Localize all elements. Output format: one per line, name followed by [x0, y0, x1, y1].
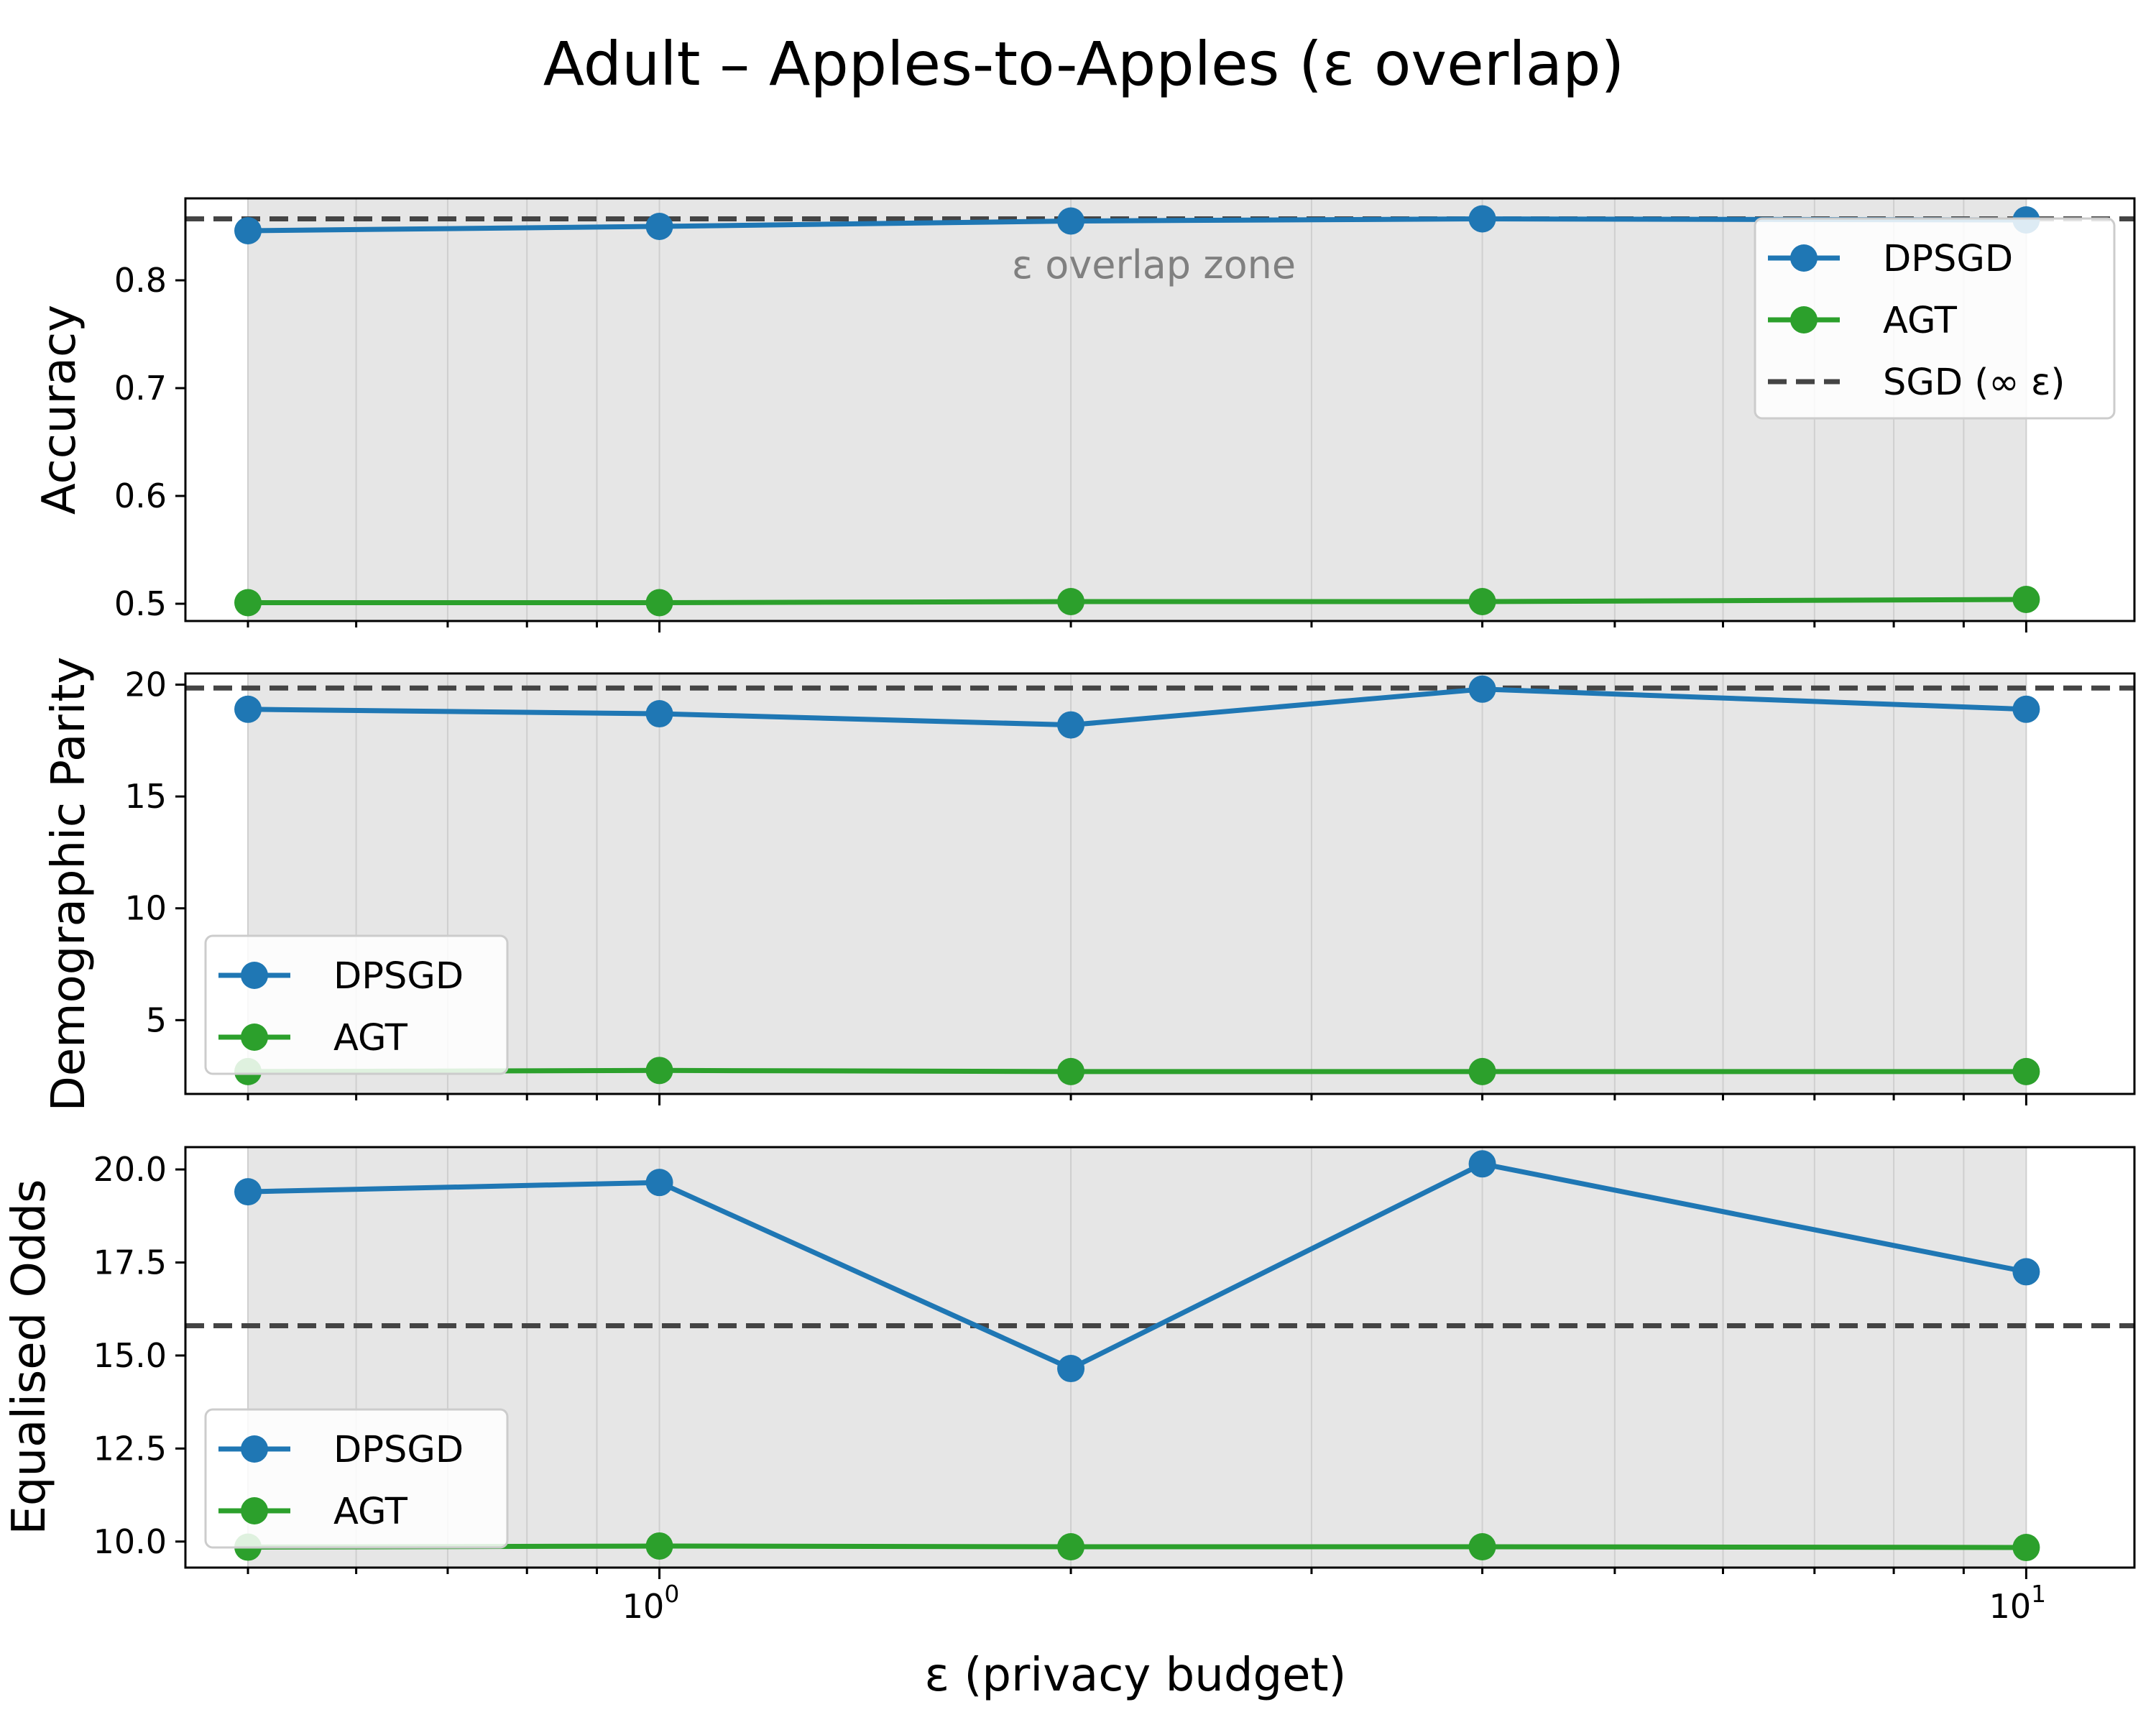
figure-title: Adult – Apples-to-Apples (ε overlap) — [543, 29, 1624, 99]
legend-box — [1754, 217, 2116, 420]
data-point-agt — [1468, 1533, 1496, 1561]
legend: DPSGD AGT SGD (∞ ε) — [1754, 217, 2116, 420]
annotation-overlap-zone: ε overlap zone — [1012, 242, 1296, 288]
axes-frame — [184, 197, 2136, 622]
data-point-agt — [1057, 1533, 1085, 1561]
series-line-agt — [247, 1543, 2027, 1550]
y-tick-label: 0.5 — [114, 584, 167, 623]
data-point-agt — [645, 1532, 673, 1560]
y-tick-label: 15 — [124, 777, 167, 816]
data-point-dpsgd — [1468, 1150, 1496, 1178]
legend: DPSGD AGT — [204, 1408, 509, 1549]
data-point-agt — [1057, 588, 1085, 615]
data-point-agt — [234, 589, 262, 617]
x-tick-label: 101 — [1989, 1580, 2047, 1626]
legend: DPSGD AGT — [204, 934, 509, 1075]
data-point-dpsgd — [2012, 695, 2040, 723]
y-tick-label: 20.0 — [93, 1150, 167, 1189]
data-point-agt — [1468, 588, 1496, 615]
legend-swatch-marker — [1790, 244, 1818, 272]
y-axis-label: Equalised Odds — [3, 1179, 56, 1535]
legend-label: SGD (∞ ε) — [1883, 362, 2065, 404]
x-tick-label: 100 — [622, 1580, 680, 1626]
legend-swatch-marker — [241, 1024, 268, 1051]
overlap-zone-shading — [248, 673, 2027, 1094]
subplot-3: 100 101 10.0 12.5 15.0 17.5 20.0 Equalised Odds… — [3, 1146, 2136, 1626]
y-tick-label: 0.6 — [114, 477, 167, 515]
legend-swatch-marker — [241, 1497, 268, 1524]
data-point-agt — [2012, 1534, 2040, 1562]
y-tick-label: 5 — [146, 1000, 167, 1039]
legend-label: DPSGD — [333, 1429, 464, 1471]
legend-swatch-marker — [1790, 306, 1818, 334]
data-point-dpsgd — [234, 217, 262, 244]
subplot-2: 5 10 15 20 Demographic Parity DPSGD AGT — [42, 657, 2136, 1112]
data-point-dpsgd — [234, 1178, 262, 1206]
x-axis-label: ε (privacy budget) — [925, 1649, 1347, 1702]
data-point-agt — [2012, 586, 2040, 613]
data-point-dpsgd — [2012, 1258, 2040, 1286]
axes-frame — [184, 1146, 2136, 1569]
legend-swatch-marker — [241, 1435, 268, 1463]
data-point-dpsgd — [234, 695, 262, 723]
data-point-dpsgd — [1057, 207, 1085, 235]
series-line-agt — [247, 1067, 2027, 1075]
data-point-agt — [1057, 1057, 1085, 1085]
data-point-dpsgd — [1057, 1355, 1085, 1383]
data-point-agt — [2012, 1057, 2040, 1085]
y-tick-label: 0.8 — [114, 261, 167, 300]
y-tick-label: 10.0 — [93, 1522, 167, 1561]
legend-label: DPSGD — [333, 955, 464, 998]
subplot-1: ε overlap zone 0.5 0.6 0.7 0.8 Accuracy DPSGD A… — [33, 197, 2136, 632]
legend-label: AGT — [1883, 300, 1958, 342]
y-tick-label: 20 — [124, 666, 167, 704]
data-point-dpsgd — [1057, 711, 1085, 739]
y-tick-label: 10 — [124, 889, 167, 928]
overlap-zone-shading — [248, 198, 2027, 621]
y-tick-label: 17.5 — [93, 1243, 167, 1282]
data-point-dpsgd — [1468, 675, 1496, 703]
data-point-dpsgd — [645, 700, 673, 728]
legend-label: DPSGD — [1883, 238, 2013, 280]
legend-swatch-marker — [241, 962, 268, 989]
data-point-agt — [645, 589, 673, 617]
y-tick-label: 15.0 — [93, 1336, 167, 1375]
y-tick-label: 12.5 — [93, 1429, 167, 1468]
y-tick-label: 0.7 — [114, 369, 167, 408]
y-axis-label: Demographic Parity — [42, 657, 96, 1112]
legend-label: AGT — [333, 1491, 408, 1533]
data-point-agt — [1468, 1057, 1496, 1085]
overlap-zone-shading — [248, 1147, 2027, 1568]
data-point-dpsgd — [645, 1169, 673, 1197]
legend-label: AGT — [333, 1017, 408, 1059]
data-point-agt — [645, 1057, 673, 1085]
data-point-dpsgd — [645, 213, 673, 240]
subplots: ε overlap zone 0.5 0.6 0.7 0.8 Accuracy DPSGD A… — [3, 197, 2136, 1626]
y-axis-label: Accuracy — [33, 305, 86, 515]
data-point-dpsgd — [1468, 205, 1496, 233]
axes-frame — [184, 672, 2136, 1095]
